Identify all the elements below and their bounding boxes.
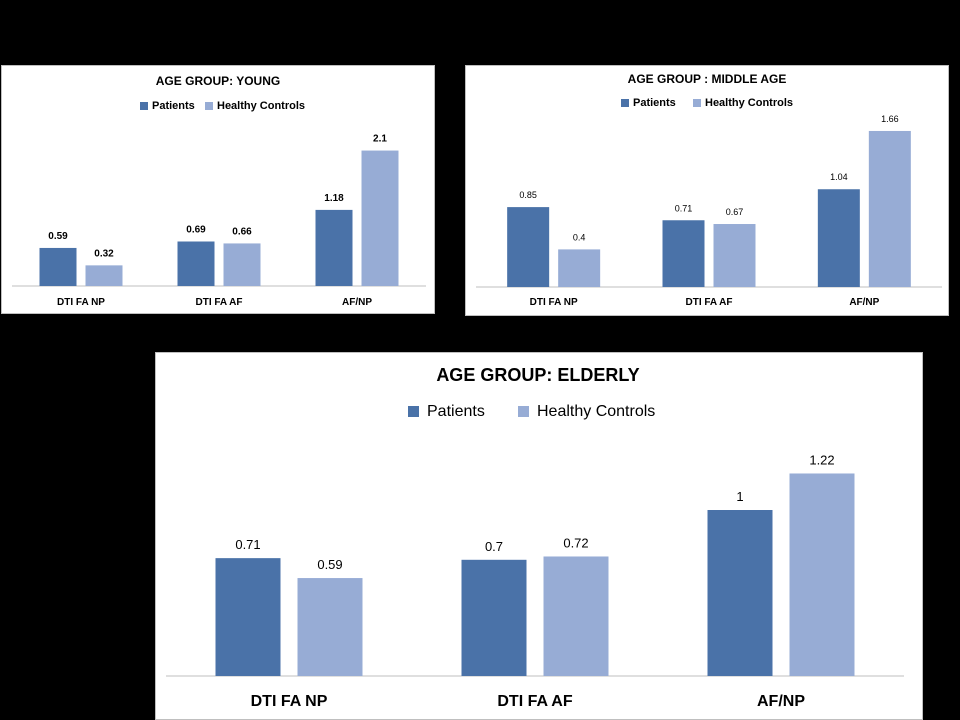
elderly-category-label-0: DTI FA NP (251, 693, 328, 710)
elderly-value-label-0-2: 1 (736, 489, 743, 504)
young-value-label-0-2: 1.18 (324, 193, 344, 204)
chart-middle-age-svg: AGE GROUP : MIDDLE AGE Patients Healthy Co… (476, 72, 942, 308)
chart-elderly-svg: AGE GROUP: ELDERLY Patients Healthy Contro… (166, 365, 904, 710)
middle-category-label-2: AF/NP (849, 297, 879, 308)
young-value-label-0-1: 0.69 (186, 224, 206, 235)
chart-middle-age: AGE GROUP : MIDDLE AGE Patients Healthy Co… (465, 65, 949, 316)
elderly-bar-0-1 (461, 559, 527, 676)
elderly-legend-label-1: Healthy Controls (537, 403, 655, 420)
young-title: AGE GROUP: YOUNG (156, 74, 280, 88)
middle-value-label-0-2: 1.04 (830, 172, 848, 182)
elderly-value-label-1-0: 0.59 (317, 557, 342, 572)
young-category-label-1: DTI FA AF (195, 297, 242, 308)
young-legend-label-0: Patients (152, 100, 195, 112)
chart-young-svg: AGE GROUP: YOUNG Patients Healthy Controls… (12, 74, 426, 308)
elderly-bar-1-1 (543, 556, 609, 676)
chart-young: AGE GROUP: YOUNG Patients Healthy Controls… (1, 65, 435, 314)
elderly-legend-swatch-1 (518, 406, 529, 417)
young-legend-label-1: Healthy Controls (217, 100, 305, 112)
young-value-label-1-0: 0.32 (94, 248, 114, 259)
elderly-value-label-0-0: 0.71 (235, 537, 260, 552)
middle-value-label-1-2: 1.66 (881, 114, 899, 124)
middle-value-label-0-0: 0.85 (519, 190, 537, 200)
elderly-category-label-2: AF/NP (757, 693, 805, 710)
middle-bar-1-1 (713, 224, 756, 287)
young-bar-0-0 (39, 247, 77, 286)
middle-bar-0-2 (817, 189, 860, 287)
elderly-value-label-0-1: 0.7 (485, 539, 503, 554)
elderly-bar-1-0 (297, 578, 363, 676)
middle-value-label-0-1: 0.71 (675, 203, 693, 213)
young-bar-1-0 (85, 265, 123, 286)
chart-elderly: AGE GROUP: ELDERLY Patients Healthy Contro… (155, 352, 923, 720)
middle-legend-swatch-0 (621, 99, 629, 107)
young-value-label-1-1: 0.66 (232, 226, 252, 237)
middle-bar-1-2 (868, 130, 911, 287)
middle-bar-0-0 (507, 207, 550, 287)
elderly-bar-0-0 (215, 558, 281, 676)
young-category-label-2: AF/NP (342, 297, 372, 308)
middle-value-label-1-0: 0.4 (573, 232, 586, 242)
elderly-bar-0-2 (707, 510, 773, 676)
elderly-legend-swatch-0 (408, 406, 419, 417)
middle-value-label-1-1: 0.67 (726, 207, 744, 217)
elderly-title: AGE GROUP: ELDERLY (436, 365, 639, 385)
middle-legend-label-0: Patients (633, 97, 676, 109)
middle-category-label-0: DTI FA NP (530, 297, 578, 308)
young-legend-swatch-0 (140, 102, 148, 110)
middle-legend-swatch-1 (693, 99, 701, 107)
young-bar-0-2 (315, 209, 353, 286)
elderly-category-label-1: DTI FA AF (497, 693, 572, 710)
young-bar-1-2 (361, 150, 399, 286)
middle-bar-0-1 (662, 220, 705, 287)
elderly-bar-1-2 (789, 473, 855, 676)
young-value-label-1-2: 2.1 (373, 134, 387, 145)
middle-legend-label-1: Healthy Controls (705, 97, 793, 109)
young-value-label-0-0: 0.59 (48, 231, 68, 242)
middle-category-label-1: DTI FA AF (685, 297, 732, 308)
middle-title: AGE GROUP : MIDDLE AGE (628, 72, 787, 86)
young-legend-swatch-1 (205, 102, 213, 110)
young-bar-0-1 (177, 241, 215, 286)
elderly-value-label-1-2: 1.22 (809, 452, 834, 467)
young-bar-1-1 (223, 243, 261, 286)
elderly-legend-label-0: Patients (427, 403, 485, 420)
young-category-label-0: DTI FA NP (57, 297, 105, 308)
elderly-value-label-1-1: 0.72 (563, 535, 588, 550)
middle-bar-1-0 (558, 249, 601, 287)
